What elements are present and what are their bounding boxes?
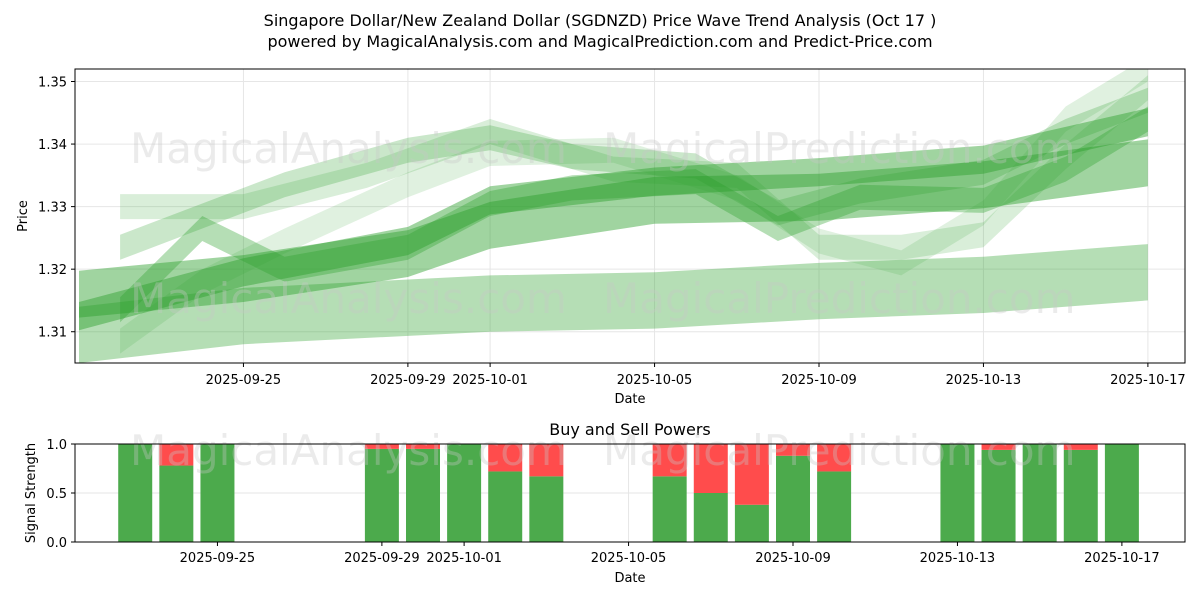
sell-bar-9 <box>693 444 728 493</box>
price-x-tick-label-5: 2025-10-13 <box>946 373 1022 388</box>
price-x-tick-label-3: 2025-10-05 <box>617 373 693 388</box>
price-x-tick-label-0: 2025-09-25 <box>206 373 282 388</box>
price-y-tick-label-1: 1.32 <box>38 263 67 278</box>
price-y-tick-label-3: 1.34 <box>38 138 67 153</box>
buy-bar-3 <box>364 448 399 542</box>
buy-bar-14 <box>981 449 1016 542</box>
signal-y-axis-label: Signal Strength <box>24 443 39 543</box>
watermark-analysis-bottom: MagicalAnalysis.com <box>130 426 567 475</box>
buy-bar-7 <box>529 476 564 542</box>
price-wave-band-1 <box>79 139 1148 318</box>
buy-bar-15 <box>1022 444 1057 542</box>
buy-bar-10 <box>734 504 769 542</box>
price-axis-ticks: 1.31 1.32 1.33 1.34 1.35 2025-09-25 2025-09-29… <box>38 76 1186 388</box>
watermark-analysis-mid: MagicalAnalysis.com <box>130 274 567 323</box>
price-x-axis-label: Date <box>614 392 645 407</box>
buy-bar-8 <box>652 476 687 542</box>
chart-title-line1: Singapore Dollar/New Zealand Dollar (SGD… <box>264 11 937 30</box>
signal-x-tick-label-1: 2025-09-29 <box>344 551 420 566</box>
signal-y-tick-label-1: 0.5 <box>46 487 67 502</box>
buy-bar-4 <box>406 448 440 542</box>
price-wave-bands <box>79 69 1148 363</box>
price-wave-band-0 <box>79 244 1148 363</box>
signal-axis-ticks: 0.0 0.5 1.0 2025-09-25 2025-09-29 2025-10-01 2… <box>46 438 1159 566</box>
price-y-axis-label: Price <box>16 200 31 232</box>
sell-bar-10 <box>734 444 769 505</box>
buy-bar-11 <box>776 455 810 542</box>
price-axes-frame <box>74 68 1186 364</box>
signal-y-tick-label-2: 1.0 <box>46 438 67 453</box>
signal-x-tick-label-2: 2025-10-01 <box>426 551 502 566</box>
sell-bar-11 <box>776 444 810 456</box>
sell-bar-14 <box>981 444 1016 450</box>
buy-bar-5 <box>447 444 482 542</box>
signal-chart-title: Buy and Sell Powers <box>549 420 711 439</box>
buy-bar-1 <box>159 465 194 542</box>
buy-bar-16 <box>1063 449 1098 542</box>
watermark-prediction-bottom: MagicalPrediction.com <box>603 426 1076 475</box>
price-wave-band-5 <box>120 75 1148 260</box>
signal-x-tick-label-0: 2025-09-25 <box>180 551 256 566</box>
buy-bar-12 <box>817 471 852 542</box>
buy-bar-2 <box>200 444 235 542</box>
price-y-tick-label-2: 1.33 <box>38 201 67 216</box>
buy-bar-13 <box>940 444 975 542</box>
price-x-tick-label-1: 2025-09-29 <box>370 373 446 388</box>
chart-title-line2: powered by MagicalAnalysis.com and Magic… <box>267 32 932 51</box>
buy-bar-17 <box>1104 444 1139 542</box>
signal-x-axis-label: Date <box>614 571 645 586</box>
price-grid <box>75 69 1185 363</box>
sell-bar-1 <box>159 444 194 466</box>
sell-bar-8 <box>652 444 687 477</box>
watermark-analysis-top: MagicalAnalysis.com <box>130 124 567 173</box>
price-y-tick-label-4: 1.35 <box>38 76 67 91</box>
price-x-tick-label-6: 2025-10-17 <box>1110 373 1186 388</box>
signal-x-tick-label-3: 2025-10-05 <box>591 551 667 566</box>
sell-bar-7 <box>529 444 564 477</box>
sell-bar-16 <box>1063 444 1098 450</box>
price-watermarks: MagicalAnalysis.com MagicalPrediction.co… <box>130 124 1076 323</box>
signal-y-tick-label-0: 0.0 <box>46 536 67 551</box>
price-y-tick-label-0: 1.31 <box>38 326 67 341</box>
signal-x-tick-label-4: 2025-10-09 <box>755 551 831 566</box>
price-wave-band-4 <box>120 87 1148 260</box>
signal-x-tick-label-6: 2025-10-17 <box>1084 551 1160 566</box>
watermark-prediction-mid: MagicalPrediction.com <box>603 274 1076 323</box>
buy-bar-9 <box>693 493 728 542</box>
sell-bar-6 <box>488 444 523 472</box>
price-wave-band-2 <box>79 108 1148 331</box>
buy-bar-0 <box>118 444 153 542</box>
watermark-prediction-top: MagicalPrediction.com <box>603 124 1076 173</box>
price-wave-band-6 <box>120 69 1148 354</box>
signal-bars <box>118 444 1139 542</box>
sell-bar-12 <box>817 444 852 472</box>
signal-x-tick-label-5: 2025-10-13 <box>920 551 996 566</box>
sell-bar-4 <box>406 444 440 449</box>
price-x-tick-label-2: 2025-10-01 <box>452 373 528 388</box>
signal-watermarks: MagicalAnalysis.com MagicalPrediction.co… <box>130 426 1076 475</box>
sell-bar-3 <box>364 444 399 449</box>
buy-bar-6 <box>488 471 523 542</box>
price-x-tick-label-4: 2025-10-09 <box>781 373 857 388</box>
